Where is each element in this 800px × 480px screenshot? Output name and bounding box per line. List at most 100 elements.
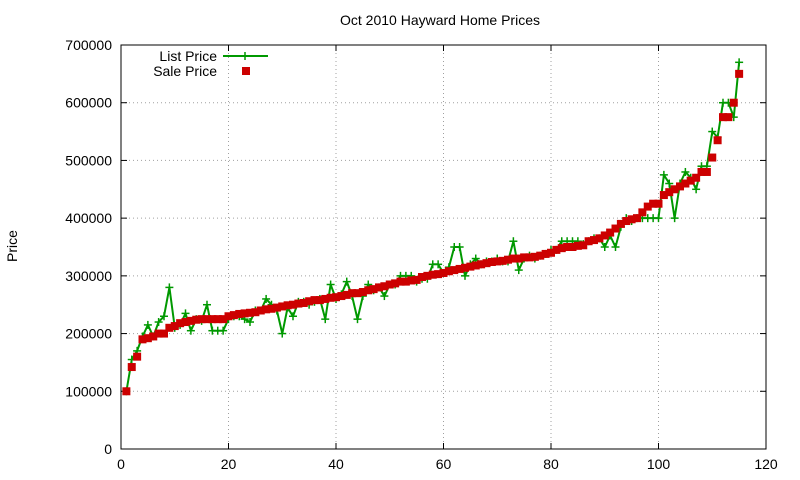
x-tick-label: 20 xyxy=(221,456,237,472)
sale-price-point xyxy=(337,292,346,301)
sale-price-point xyxy=(606,228,615,237)
list-price-point xyxy=(434,260,443,269)
sale-price-point xyxy=(670,185,679,194)
sale-price-point xyxy=(278,302,287,311)
y-axis-label: Price xyxy=(4,230,20,262)
sale-price-point xyxy=(514,254,523,263)
sale-price-point xyxy=(353,289,362,298)
sale-price-point xyxy=(385,280,394,289)
sale-price-point xyxy=(154,329,163,338)
sale-price-point xyxy=(192,315,201,324)
list-price-point xyxy=(665,179,674,188)
sale-price-point xyxy=(332,293,340,302)
sale-price-point xyxy=(224,312,233,321)
sale-price-point xyxy=(681,179,690,188)
sale-price-point xyxy=(633,214,641,223)
sale-price-point xyxy=(283,301,292,310)
sale-price-point xyxy=(444,267,453,276)
sale-price-point xyxy=(213,315,222,324)
sale-price-point xyxy=(149,332,158,341)
list-price-point xyxy=(154,318,163,327)
list-price-point xyxy=(262,294,271,303)
sale-price-point xyxy=(654,199,663,208)
sale-price-point xyxy=(143,334,152,343)
sale-price-point xyxy=(203,315,211,324)
y-tick-label: 0 xyxy=(104,441,112,457)
x-tick-label: 40 xyxy=(328,456,344,472)
legend-label-list-price: List Price xyxy=(159,48,217,64)
sale-price-point xyxy=(256,306,265,315)
sale-price-point xyxy=(251,308,260,317)
sale-price-point xyxy=(428,270,437,279)
y-tick-label: 500000 xyxy=(65,152,112,168)
list-price-point xyxy=(692,185,701,194)
y-tick-label: 300000 xyxy=(65,268,112,284)
sale-price-point xyxy=(208,315,217,324)
sale-price-point xyxy=(342,290,351,299)
list-price-point xyxy=(353,315,362,324)
list-price-point xyxy=(600,243,609,251)
sale-price-point xyxy=(423,271,432,280)
sale-price-point xyxy=(160,329,168,338)
sale-price-point xyxy=(299,298,308,307)
sale-price-point xyxy=(487,258,496,267)
sale-price-point xyxy=(638,208,647,217)
sale-price-point xyxy=(692,173,701,182)
sale-price-point xyxy=(590,236,598,245)
sale-price-point xyxy=(391,279,400,288)
sale-price-point xyxy=(482,259,491,268)
x-tick-label: 120 xyxy=(754,456,778,472)
list-price-point xyxy=(186,326,195,335)
sale-price-point xyxy=(735,69,744,78)
sale-price-point xyxy=(665,188,674,197)
sale-price-point xyxy=(364,286,373,295)
sale-price-point xyxy=(616,219,625,228)
sale-price-point xyxy=(294,299,303,308)
sale-price-point xyxy=(724,113,733,122)
sale-price-point xyxy=(289,300,297,309)
y-tick-labels: 0 100000 200000 300000 400000 500000 600000 700… xyxy=(65,37,112,457)
list-price-point xyxy=(342,277,351,286)
sale-price-point xyxy=(600,231,609,240)
list-price-point xyxy=(326,280,335,289)
list-price-point xyxy=(708,127,717,136)
y-tick-label: 700000 xyxy=(65,37,112,53)
list-price-point xyxy=(181,309,190,318)
sale-price-point xyxy=(579,241,588,250)
sale-price-point xyxy=(186,316,195,325)
sale-price-point xyxy=(552,245,561,254)
sale-price-point xyxy=(659,191,668,200)
sale-price-point xyxy=(713,136,722,145)
list-price-point xyxy=(514,266,523,275)
list-price-point xyxy=(160,312,168,321)
sale-price-point xyxy=(450,266,459,275)
sale-price-point xyxy=(310,296,319,305)
sale-price-point xyxy=(315,296,324,305)
x-tick-label: 60 xyxy=(436,456,452,472)
sale-price-point xyxy=(418,273,426,282)
sale-price-point xyxy=(305,297,314,306)
list-price-point xyxy=(735,58,744,67)
list-price-point xyxy=(278,329,287,338)
sale-price-point xyxy=(165,323,174,332)
sale-price-point xyxy=(229,311,238,320)
sale-price-point xyxy=(127,363,136,372)
list-price-point xyxy=(659,170,668,179)
sale-price-point xyxy=(708,153,717,162)
list-price-point xyxy=(246,318,254,327)
sale-price-point xyxy=(262,305,271,314)
y-tick-label: 600000 xyxy=(65,95,112,111)
list-price-point xyxy=(219,326,228,335)
sale-price-point xyxy=(676,182,684,191)
sale-price-point xyxy=(133,352,142,361)
x-tick-labels: 0 20 40 60 80 100 120 xyxy=(117,456,778,472)
list-price-point xyxy=(289,312,297,321)
sale-price-point xyxy=(568,243,577,251)
sale-price-point xyxy=(219,315,228,324)
list-price-point xyxy=(471,254,480,263)
sale-price-point xyxy=(375,283,383,292)
sale-price-point xyxy=(504,255,512,264)
x-tick-label: 0 xyxy=(117,456,125,472)
sale-price-point xyxy=(358,288,367,297)
